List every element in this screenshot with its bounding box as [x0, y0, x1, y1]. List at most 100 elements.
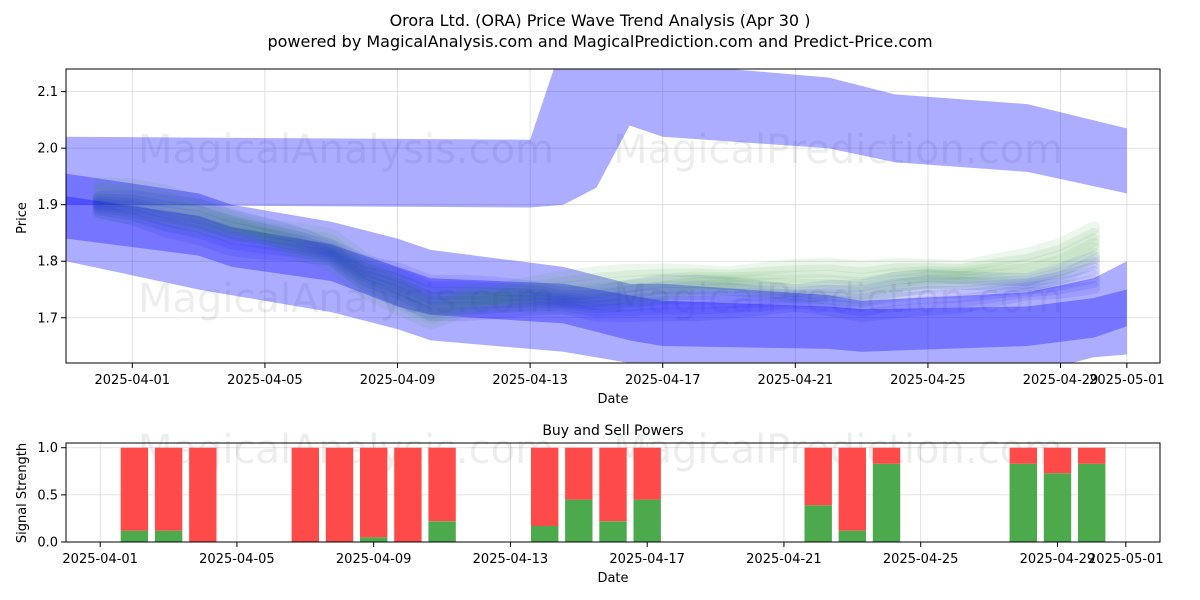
blue-wave-line	[92, 200, 1101, 314]
buy-bar	[154, 530, 183, 542]
buy-bar	[633, 499, 661, 542]
bottom-x-tick-label: 2025-05-01	[1088, 552, 1164, 567]
buy-bar	[838, 530, 866, 542]
bottom-watermark-right: MagicalPrediction.com	[613, 427, 1063, 473]
bottom-y-tick-label: 0.5	[37, 488, 58, 503]
top-y-tick-label: 1.7	[37, 311, 58, 326]
sell-bar	[291, 447, 319, 542]
blue-wave-line	[92, 196, 1101, 308]
sell-bar	[428, 447, 456, 522]
sell-bar	[189, 447, 217, 542]
sell-bar	[394, 447, 422, 542]
blue-wave-line	[92, 205, 1101, 323]
sell-bar	[872, 447, 901, 464]
buy-bar	[872, 463, 901, 542]
green-wave-line	[92, 188, 1101, 313]
sell-bar	[1043, 447, 1072, 474]
top-x-tick-label: 2025-04-05	[227, 373, 303, 388]
bottom-x-tick-label: 2025-04-17	[609, 552, 685, 567]
buy-sell-panel: Buy and Sell Powers MagicalAnalysis.com …	[15, 423, 1164, 586]
top-y-tick-label: 1.9	[37, 198, 58, 213]
green-wave-line	[92, 201, 1101, 325]
buy-bar	[1043, 473, 1072, 542]
buy-bar	[1009, 463, 1037, 542]
top-x-tick-label: 2025-05-01	[1089, 373, 1165, 388]
top-x-tick-label: 2025-04-29	[1023, 373, 1099, 388]
bottom-y-axis-label: Signal Strength	[15, 443, 30, 543]
blue-wave-line	[92, 189, 1101, 301]
top-x-tick-label: 2025-04-17	[625, 373, 701, 388]
watermark-left: MagicalAnalysis.com	[138, 127, 554, 173]
top-y-axis-label: Price	[15, 202, 30, 234]
top-watermarks: MagicalAnalysis.com MagicalPrediction.co…	[138, 127, 1063, 322]
buy-bar	[1078, 463, 1106, 542]
buy-bar	[120, 530, 149, 542]
top-grid	[66, 69, 1160, 363]
sell-bar	[154, 447, 183, 531]
green-wave-line	[92, 177, 1101, 302]
blue-wave-line	[92, 202, 1101, 317]
bottom-x-tick-label: 2025-04-29	[1020, 552, 1096, 567]
top-x-tick-label: 2025-04-21	[758, 373, 834, 388]
watermark-right-lower: MagicalPrediction.com	[613, 276, 1063, 322]
top-y-tick-label: 1.8	[37, 255, 58, 270]
sell-bar	[360, 447, 388, 538]
top-x-ticks: 2025-04-01 2025-04-05 2025-04-09 2025-04-13…	[95, 363, 1165, 388]
bottom-x-ticks: 2025-04-01 2025-04-05 2025-04-09 2025-04-13…	[62, 542, 1164, 567]
sell-bar	[633, 447, 661, 500]
top-y-tick-label: 2.0	[37, 142, 58, 157]
top-x-tick-label: 2025-04-01	[95, 373, 171, 388]
bottom-x-tick-label: 2025-04-21	[746, 552, 822, 567]
sell-bar	[120, 447, 149, 531]
price-band-0	[66, 173, 1127, 363]
sell-bar	[531, 447, 559, 526]
bottom-x-tick-label: 2025-04-01	[62, 552, 138, 567]
sell-bar	[838, 447, 866, 531]
top-x-axis-label: Date	[597, 392, 628, 407]
bottom-x-tick-label: 2025-04-09	[336, 552, 412, 567]
bottom-y-tick-label: 1.0	[37, 441, 58, 456]
green-wave-line	[92, 207, 1101, 330]
blue-wave-line	[92, 198, 1101, 311]
bottom-x-tick-label: 2025-04-25	[883, 552, 959, 567]
green-wave-line	[92, 192, 1101, 316]
chart-title: Orora Ltd. (ORA) Price Wave Trend Analys…	[390, 11, 811, 30]
buy-sell-bars	[120, 447, 1106, 542]
sell-bar	[804, 447, 832, 506]
top-y-ticks: 1.7 1.8 1.9 2.0 2.1	[37, 85, 66, 326]
buy-bar	[804, 505, 832, 542]
buy-bar	[599, 521, 627, 542]
bottom-x-tick-label: 2025-04-13	[473, 552, 549, 567]
watermark-right: MagicalPrediction.com	[613, 127, 1063, 173]
price-lines	[92, 177, 1101, 330]
bottom-x-tick-label: 2025-04-05	[199, 552, 275, 567]
chart-subtitle: powered by MagicalAnalysis.com and Magic…	[267, 32, 932, 51]
green-wave-line	[92, 183, 1101, 308]
price-band-1	[66, 196, 1127, 352]
price-band-2	[66, 69, 1127, 208]
top-y-tick-label: 2.1	[37, 85, 58, 100]
top-x-tick-label: 2025-04-09	[360, 373, 436, 388]
green-wave-line	[92, 196, 1101, 320]
price-wave-panel: MagicalAnalysis.com MagicalPrediction.co…	[15, 68, 1165, 407]
bottom-y-tick-label: 0.0	[37, 536, 58, 551]
watermark-left-lower: MagicalAnalysis.com	[138, 276, 554, 322]
bottom-chart-title: Buy and Sell Powers	[542, 423, 683, 439]
sell-bar	[1009, 447, 1037, 464]
buy-bar	[428, 521, 456, 542]
sell-bar	[599, 447, 627, 522]
top-x-tick-label: 2025-04-13	[492, 373, 568, 388]
top-plot-frame	[65, 68, 1161, 364]
bottom-y-ticks: 0.0 0.5 1.0	[37, 441, 66, 551]
sell-bar	[1078, 447, 1106, 464]
top-x-tick-label: 2025-04-25	[890, 373, 966, 388]
buy-bar	[531, 526, 559, 542]
buy-bar	[565, 499, 593, 542]
blue-wave-line	[92, 194, 1101, 304]
sell-bar	[325, 447, 354, 542]
buy-bar	[360, 537, 388, 542]
sell-bar	[565, 447, 593, 500]
bottom-plot-frame	[65, 442, 1161, 543]
bottom-x-axis-label: Date	[597, 571, 628, 586]
